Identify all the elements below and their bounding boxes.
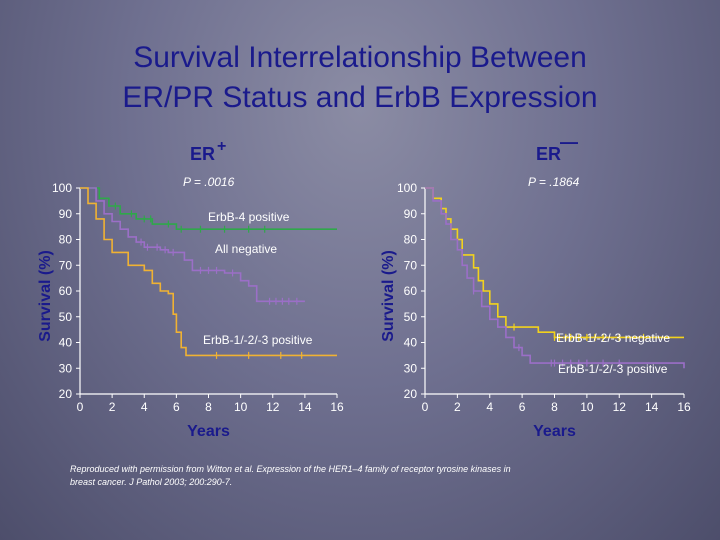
y-tick-label: 30 xyxy=(59,361,73,375)
y-tick-label: 20 xyxy=(404,387,418,401)
x-tick-label: 8 xyxy=(205,400,212,414)
x-tick-label: 16 xyxy=(330,400,344,414)
y-tick-label: 50 xyxy=(404,310,418,324)
panel-title: ER xyxy=(190,144,215,164)
x-axis-title: Years xyxy=(533,423,576,440)
series-label: ErbB-4 positive xyxy=(208,210,290,224)
x-tick-label: 0 xyxy=(77,400,84,414)
series-label: ErbB-1/-2/-3 positive xyxy=(203,333,313,347)
y-axis-title: Survival (%) xyxy=(37,250,54,342)
y-tick-label: 30 xyxy=(404,361,418,375)
y-tick-label: 80 xyxy=(59,233,73,247)
series-label: ErbB-1/-2/-3 negative xyxy=(556,331,670,345)
y-tick-label: 50 xyxy=(59,310,73,324)
panel-title: ER xyxy=(536,144,561,164)
slide-title-line-2: ER/PR Status and ErbB Expression xyxy=(122,81,598,114)
panel-sign: + xyxy=(217,138,226,155)
x-tick-label: 2 xyxy=(454,400,461,414)
y-tick-label: 20 xyxy=(59,387,73,401)
x-tick-label: 6 xyxy=(173,400,180,414)
y-tick-label: 70 xyxy=(404,258,418,272)
y-axis-title: Survival (%) xyxy=(380,250,397,342)
y-tick-label: 90 xyxy=(404,207,418,221)
y-tick-label: 60 xyxy=(404,284,418,298)
y-tick-label: 60 xyxy=(59,284,73,298)
x-tick-label: 6 xyxy=(519,400,526,414)
survival-curve xyxy=(80,187,337,357)
citation-line-1: Reproduced with permission from Witton e… xyxy=(70,464,511,474)
survival-curve xyxy=(80,187,337,230)
y-tick-label: 40 xyxy=(59,336,73,350)
series-label: All negative xyxy=(215,242,277,256)
x-tick-label: 8 xyxy=(551,400,558,414)
series-label: ErbB-1/-2/-3 positive xyxy=(558,362,668,376)
y-tick-label: 100 xyxy=(52,181,72,195)
x-tick-label: 14 xyxy=(645,400,659,414)
y-tick-label: 40 xyxy=(404,336,418,350)
x-tick-label: 12 xyxy=(266,400,280,414)
slide-title-line-1: Survival Interrelationship Between xyxy=(133,41,587,74)
y-tick-label: 80 xyxy=(404,233,418,247)
survival-curve xyxy=(425,187,684,339)
y-tick-label: 70 xyxy=(59,258,73,272)
x-axis-title: Years xyxy=(187,423,230,440)
x-tick-label: 10 xyxy=(580,400,594,414)
x-tick-label: 4 xyxy=(141,400,148,414)
citation-caption: Reproduced with permission from Witton e… xyxy=(70,463,590,489)
x-tick-label: 12 xyxy=(613,400,627,414)
x-tick-label: 10 xyxy=(234,400,248,414)
citation-line-2: breast cancer. J Pathol 2003; 200:290-7. xyxy=(70,477,233,487)
p-value: P = .1864 xyxy=(528,175,580,189)
x-tick-label: 16 xyxy=(677,400,691,414)
slide-title: Survival Interrelationship Between ER/PR… xyxy=(0,38,720,118)
y-tick-label: 100 xyxy=(397,181,417,195)
survival-curve xyxy=(80,187,305,303)
panel-sign: — xyxy=(560,132,578,152)
y-tick-label: 90 xyxy=(59,207,73,221)
p-value: P = .0016 xyxy=(183,175,235,189)
x-tick-label: 0 xyxy=(422,400,429,414)
x-tick-label: 14 xyxy=(298,400,312,414)
x-tick-label: 4 xyxy=(486,400,493,414)
x-tick-label: 2 xyxy=(109,400,116,414)
